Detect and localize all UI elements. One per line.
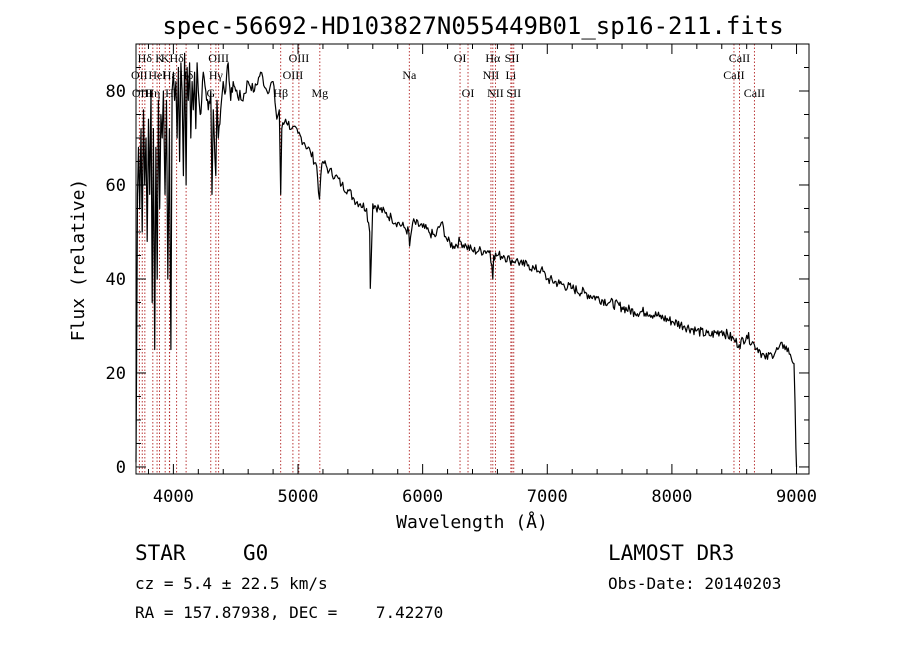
x-tick-label: 8000 <box>651 487 692 507</box>
spectral-line-label: NII <box>487 86 504 100</box>
x-tick-label: 4000 <box>153 487 194 507</box>
spectral-line-label: Hε <box>163 68 177 82</box>
spectral-line-label: OI <box>454 51 467 65</box>
spectrum-series-line <box>135 52 798 468</box>
y-tick-label: 0 <box>116 458 126 478</box>
spectral-line-label: Hα <box>485 51 501 65</box>
y-tick-label: 20 <box>106 364 126 384</box>
spectral-line-label: OIII <box>289 51 310 65</box>
x-axis-label: Wavelength (Å) <box>396 511 548 533</box>
spectral-line-label: Na <box>402 68 417 82</box>
spectral-line-label: CaII <box>729 51 750 65</box>
spectral-line-label: OII <box>131 68 148 82</box>
spectral-line-label: Hγ <box>209 68 224 82</box>
spectral-line-label: OIII <box>283 68 304 82</box>
spectral-line-label: Hel <box>148 68 166 82</box>
y-axis-label: Flux (relative) <box>68 179 89 342</box>
y-tick-label: 40 <box>106 270 126 290</box>
spectral-line-label: OIII <box>208 51 229 65</box>
plot-frame <box>135 43 810 475</box>
spectral-line-label: Hδ <box>169 51 184 65</box>
chart-title: spec-56692-HD103827N055449B01_sp16-211.f… <box>162 12 783 40</box>
coordinates: RA = 157.87938, DEC = 7.42270 <box>135 603 444 622</box>
x-tick-label: 6000 <box>402 487 443 507</box>
spectral-line-label: CaII <box>723 68 744 82</box>
object-subclass: G0 <box>243 541 269 565</box>
survey-name: LAMOST DR3 <box>608 541 735 565</box>
x-axis: 4000 5000 6000 7000 8000 9000 <box>147 44 817 507</box>
spectral-line-label: Hη <box>145 86 160 100</box>
spectral-line-label: Mg <box>311 86 328 100</box>
x-tick-label: 9000 <box>776 487 817 507</box>
spectral-line-label: H <box>165 86 174 100</box>
spectral-line-label: Hβ <box>273 86 288 100</box>
x-tick-label: 5000 <box>278 487 319 507</box>
observation-date: Obs-Date: 20140203 <box>608 574 782 593</box>
spectral-line-label: Li <box>506 68 517 82</box>
spectral-line-label: OIII <box>132 86 153 100</box>
spectral-line-label: SII <box>505 51 520 65</box>
spectral-line-labels: OIIOIIIHδHηHelKKHHεHδHδGHγOIIIHβOIIIOIII… <box>131 51 765 100</box>
object-class: STAR <box>135 541 186 565</box>
spectral-line-label: K <box>155 51 164 65</box>
spectral-line-label: OI <box>462 86 475 100</box>
y-tick-label: 60 <box>106 176 126 196</box>
spectral-lines-layer <box>138 44 755 474</box>
spectral-line-label: SII <box>506 86 521 100</box>
y-tick-label: 80 <box>106 82 126 102</box>
redshift-info: cz = 5.4 ± 22.5 km/s <box>135 574 328 593</box>
spectral-line-label: CaII <box>744 86 765 100</box>
spectral-line-label: NII <box>483 68 500 82</box>
y-axis: 0 20 40 60 80 <box>106 66 809 478</box>
spectral-line-label: Hδ <box>138 51 153 65</box>
spectral-line-label: K <box>161 51 170 65</box>
x-tick-label: 7000 <box>527 487 568 507</box>
